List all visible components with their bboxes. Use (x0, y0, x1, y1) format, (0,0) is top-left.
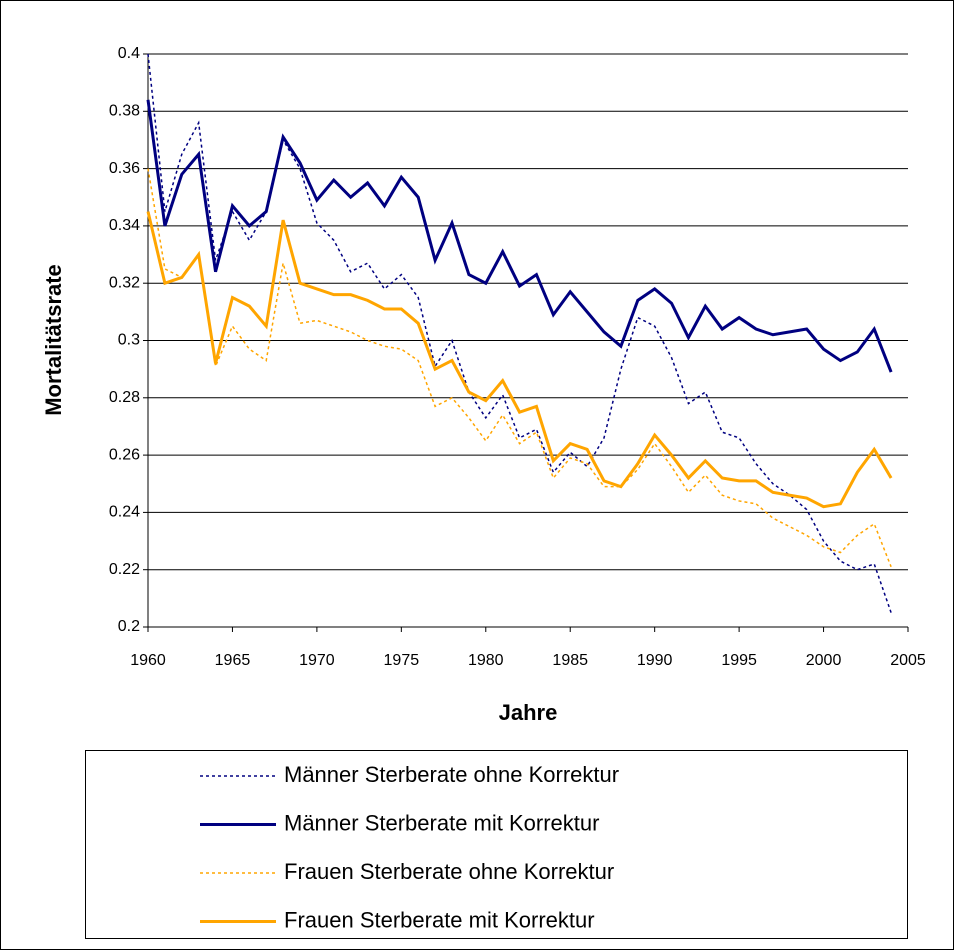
legend-label: Männer Sterberate ohne Korrektur (284, 762, 619, 787)
x-tick-label: 2000 (806, 652, 842, 669)
y-tick-label: 0.38 (109, 103, 140, 120)
x-tick-label: 1975 (384, 652, 420, 669)
y-tick-label: 0.22 (109, 561, 140, 578)
x-tick-label: 2005 (890, 652, 926, 669)
legend-box (85, 750, 908, 939)
legend-label: Frauen Sterberate mit Korrektur (284, 907, 595, 932)
x-axis-title: Jahre (499, 700, 558, 725)
legend-label: Frauen Sterberate ohne Korrektur (284, 859, 614, 884)
y-tick-label: 0.4 (118, 45, 140, 62)
x-tick-label: 1985 (552, 652, 588, 669)
y-tick-label: 0.28 (109, 389, 140, 406)
series-line (146, 211, 893, 509)
y-tick-label: 0.26 (109, 446, 140, 463)
y-tick-label: 0.2 (118, 618, 140, 635)
y-axis-title: Mortalitätsrate (41, 264, 66, 416)
x-tick-label: 1960 (130, 652, 166, 669)
series-line (147, 168, 892, 568)
x-tick-label: 1970 (299, 652, 335, 669)
legend-label: Männer Sterberate mit Korrektur (284, 810, 599, 835)
y-tick-label: 0.36 (109, 160, 140, 177)
y-tick-label: 0.32 (109, 274, 140, 291)
x-tick-label: 1990 (637, 652, 673, 669)
x-tick-label: 1980 (468, 652, 504, 669)
series-line (146, 99, 893, 373)
y-tick-label: 0.24 (109, 504, 140, 521)
x-tick-label: 1965 (215, 652, 251, 669)
y-tick-label: 0.3 (118, 332, 140, 349)
y-tick-label: 0.34 (109, 217, 140, 234)
x-tick-label: 1995 (721, 652, 757, 669)
